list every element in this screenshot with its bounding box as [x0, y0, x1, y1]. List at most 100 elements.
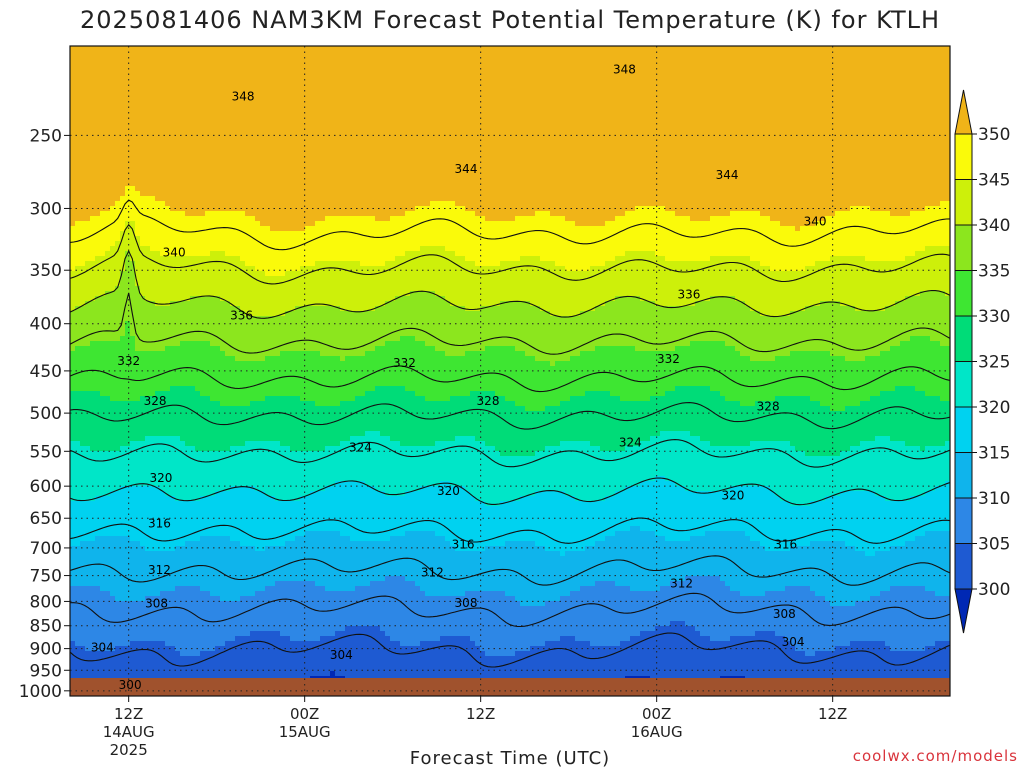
fill-cell — [190, 586, 196, 592]
fill-cell — [130, 296, 136, 302]
fill-cell — [245, 61, 251, 67]
fill-cell — [230, 281, 236, 287]
fill-cell — [250, 136, 256, 142]
fill-cell — [105, 511, 111, 517]
fill-cell — [210, 371, 216, 377]
fill-cell — [130, 401, 136, 407]
fill-cell — [145, 626, 151, 632]
fill-cell — [90, 166, 96, 172]
fill-cell — [235, 281, 241, 287]
fill-cell — [170, 536, 176, 542]
fill-cell — [210, 301, 216, 307]
fill-cell — [170, 491, 176, 497]
fill-cell — [185, 286, 191, 292]
fill-cell — [160, 396, 166, 402]
fill-cell — [200, 196, 206, 202]
fill-cell — [90, 601, 96, 607]
fill-cell — [110, 311, 116, 317]
fill-cell — [210, 171, 216, 177]
fill-cell — [170, 511, 176, 517]
fill-cell — [250, 181, 256, 187]
fill-cell — [110, 231, 116, 237]
fill-cell — [225, 281, 231, 287]
fill-cell — [215, 66, 221, 72]
fill-cell — [100, 666, 106, 672]
fill-cell — [260, 181, 266, 187]
fill-cell — [190, 581, 196, 587]
fill-cell — [145, 616, 151, 622]
fill-cell — [170, 311, 176, 317]
fill-cell — [90, 341, 96, 347]
fill-cell — [85, 611, 91, 617]
fill-cell — [135, 601, 141, 607]
fill-cell — [105, 386, 111, 392]
fill-cell — [200, 631, 206, 637]
fill-cell — [260, 231, 266, 237]
fill-cell — [150, 251, 156, 257]
fill-cell — [80, 526, 86, 532]
fill-cell — [135, 546, 141, 552]
fill-cell — [170, 261, 176, 267]
fill-cell — [160, 491, 166, 497]
fill-cell — [165, 456, 171, 462]
fill-cell — [100, 461, 106, 467]
fill-cell — [145, 566, 151, 572]
fill-cell — [220, 391, 226, 397]
fill-cell — [195, 191, 201, 197]
fill-cell — [160, 566, 166, 572]
fill-cell — [185, 246, 191, 252]
fill-cell — [90, 116, 96, 122]
fill-cell — [250, 246, 256, 252]
fill-cell — [125, 616, 131, 622]
fill-cell — [220, 256, 226, 262]
fill-cell — [155, 451, 161, 457]
fill-cell — [125, 56, 131, 62]
fill-cell — [170, 646, 176, 652]
fill-cell — [80, 456, 86, 462]
fill-cell — [210, 151, 216, 157]
fill-cell — [135, 331, 141, 337]
fill-cell — [235, 636, 241, 642]
fill-cell — [210, 291, 216, 297]
fill-cell — [75, 366, 81, 372]
fill-cell — [180, 426, 186, 432]
fill-cell — [85, 381, 91, 387]
fill-cell — [185, 231, 191, 237]
fill-cell — [130, 416, 136, 422]
fill-cell — [215, 91, 221, 97]
fill-cell — [255, 126, 261, 132]
fill-cell — [190, 286, 196, 292]
fill-cell — [210, 161, 216, 167]
fill-cell — [205, 156, 211, 162]
fill-cell — [195, 121, 201, 127]
fill-cell — [105, 601, 111, 607]
fill-cell — [235, 141, 241, 147]
fill-cell — [160, 226, 166, 232]
fill-cell — [205, 531, 211, 537]
fill-cell — [135, 231, 141, 237]
fill-cell — [170, 586, 176, 592]
fill-cell — [260, 111, 266, 117]
fill-cell — [175, 141, 181, 147]
fill-cell — [220, 506, 226, 512]
fill-cell — [100, 501, 106, 507]
fill-cell — [205, 131, 211, 137]
fill-cell — [215, 346, 221, 352]
fill-cell — [135, 61, 141, 67]
fill-cell — [70, 456, 76, 462]
fill-cell — [140, 326, 146, 332]
fill-cell — [90, 96, 96, 102]
fill-cell — [100, 541, 106, 547]
fill-cell — [190, 226, 196, 232]
fill-cell — [190, 176, 196, 182]
fill-cell — [125, 651, 131, 657]
fill-cell — [180, 511, 186, 517]
fill-cell — [80, 366, 86, 372]
fill-cell — [165, 441, 171, 447]
fill-cell — [70, 131, 76, 137]
fill-cell — [175, 556, 181, 562]
fill-cell — [245, 46, 251, 52]
fill-cell — [130, 511, 136, 517]
fill-cell — [245, 566, 251, 572]
fill-cell — [225, 81, 231, 87]
